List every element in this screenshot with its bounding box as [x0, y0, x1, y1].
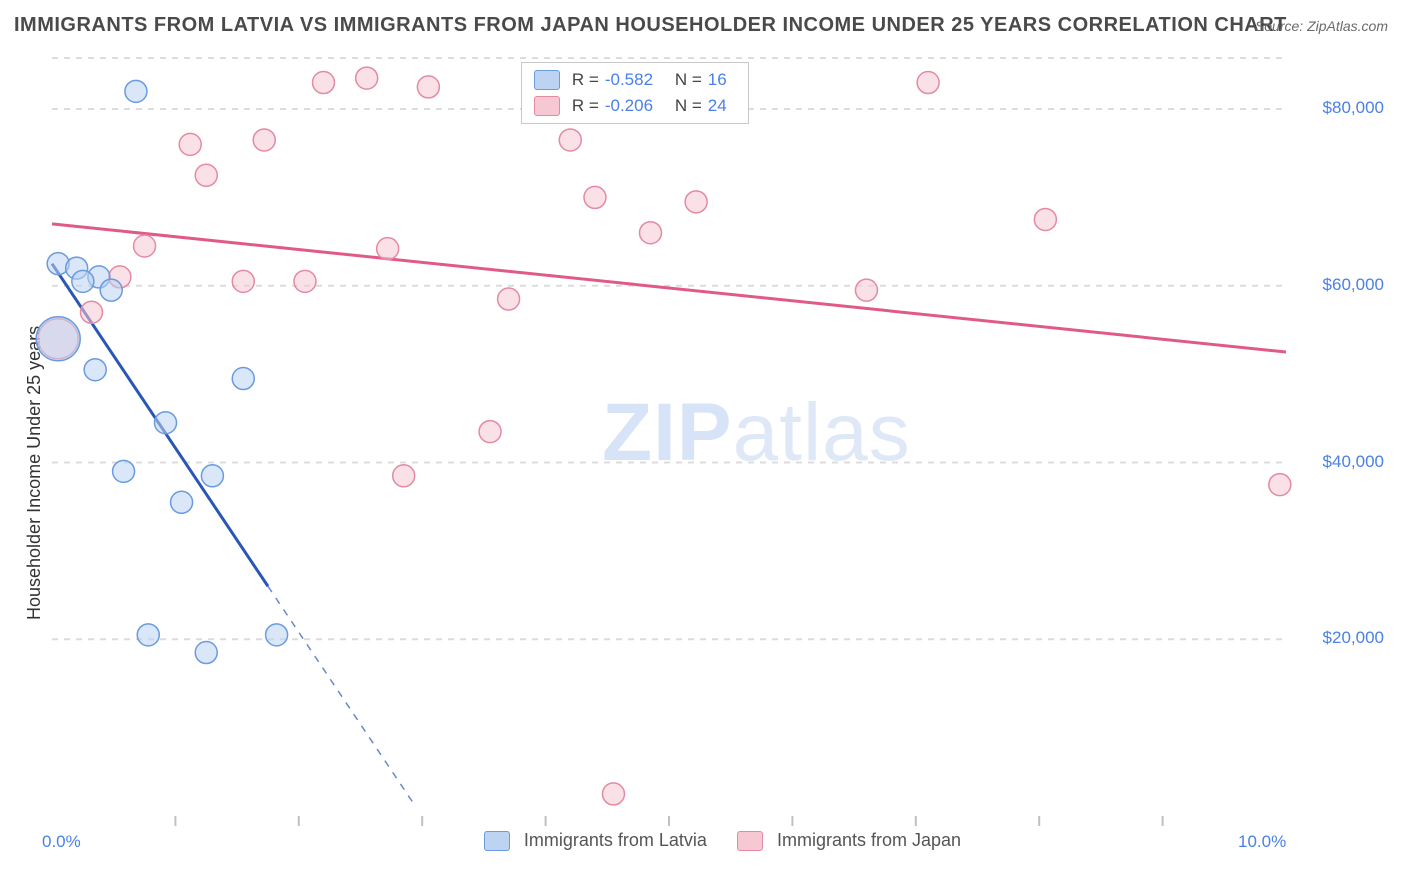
legend-label-b: Immigrants from Japan	[777, 830, 961, 851]
r-label: R =	[572, 96, 599, 116]
legend-item-japan: Immigrants from Japan	[737, 830, 961, 851]
swatch-latvia	[484, 831, 510, 851]
legend-row-b: R = -0.206 N = 24	[534, 93, 736, 119]
point-latvia	[195, 642, 217, 664]
point-latvia	[155, 412, 177, 434]
n-label: N =	[675, 70, 702, 90]
r-label: R =	[572, 70, 599, 90]
legend-series: Immigrants from Latvia Immigrants from J…	[484, 830, 961, 851]
y-tick-label: $60,000	[1294, 275, 1384, 295]
point-japan	[232, 270, 254, 292]
y-tick-label: $80,000	[1294, 98, 1384, 118]
point-japan	[639, 222, 661, 244]
legend-label-a: Immigrants from Latvia	[524, 830, 707, 851]
point-japan	[559, 129, 581, 151]
point-latvia	[36, 317, 80, 361]
point-japan	[1034, 208, 1056, 230]
point-latvia	[72, 270, 94, 292]
x-tick-label: 10.0%	[1238, 832, 1286, 852]
point-japan	[195, 164, 217, 186]
n-label: N =	[675, 96, 702, 116]
n-value-b: 24	[708, 96, 736, 116]
point-japan	[356, 67, 378, 89]
point-japan	[602, 783, 624, 805]
point-japan	[917, 72, 939, 94]
point-japan	[417, 76, 439, 98]
point-japan	[393, 465, 415, 487]
point-japan	[498, 288, 520, 310]
x-tick-label: 0.0%	[42, 832, 81, 852]
plot-area: ZIPatlas	[52, 56, 1286, 816]
legend-item-latvia: Immigrants from Latvia	[484, 830, 707, 851]
point-latvia	[113, 460, 135, 482]
point-japan	[134, 235, 156, 257]
chart-title: IMMIGRANTS FROM LATVIA VS IMMIGRANTS FRO…	[14, 14, 1287, 37]
point-latvia	[201, 465, 223, 487]
legend-correlation-box: R = -0.582 N = 16 R = -0.206 N = 24	[521, 62, 749, 124]
point-japan	[80, 301, 102, 323]
point-japan	[685, 191, 707, 213]
r-value-b: -0.206	[605, 96, 669, 116]
chart-svg	[52, 56, 1286, 816]
legend-row-a: R = -0.582 N = 16	[534, 67, 736, 93]
point-japan	[1269, 474, 1291, 496]
point-japan	[584, 186, 606, 208]
point-latvia	[266, 624, 288, 646]
n-value-a: 16	[708, 70, 736, 90]
point-latvia	[232, 368, 254, 390]
point-japan	[312, 72, 334, 94]
swatch-latvia	[534, 70, 560, 90]
point-japan	[179, 133, 201, 155]
point-latvia	[137, 624, 159, 646]
point-latvia	[171, 491, 193, 513]
page-root: IMMIGRANTS FROM LATVIA VS IMMIGRANTS FRO…	[0, 0, 1406, 892]
y-tick-label: $20,000	[1294, 628, 1384, 648]
point-japan	[855, 279, 877, 301]
source-label: Source:	[1255, 18, 1307, 34]
point-latvia	[125, 80, 147, 102]
source-attribution: Source: ZipAtlas.com	[1255, 18, 1388, 34]
y-axis-label: Householder Income Under 25 years	[24, 326, 45, 620]
r-value-a: -0.582	[605, 70, 669, 90]
point-japan	[253, 129, 275, 151]
point-latvia	[100, 279, 122, 301]
source-name: ZipAtlas.com	[1307, 18, 1388, 34]
swatch-japan	[737, 831, 763, 851]
point-latvia	[84, 359, 106, 381]
swatch-japan	[534, 96, 560, 116]
point-japan	[377, 238, 399, 260]
point-japan	[294, 270, 316, 292]
y-tick-label: $40,000	[1294, 452, 1384, 472]
point-japan	[479, 421, 501, 443]
